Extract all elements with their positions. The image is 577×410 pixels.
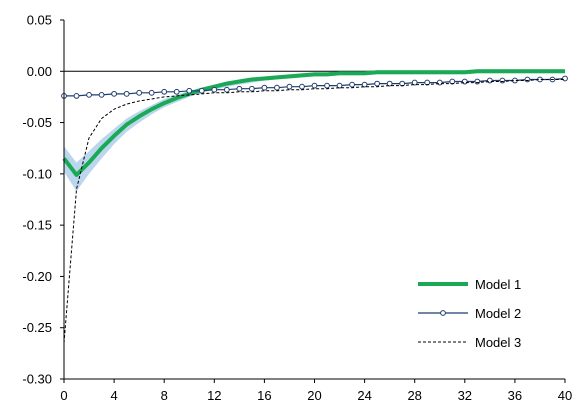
model-2-marker <box>336 82 343 89</box>
legend-label-model-3: Model 3 <box>475 335 521 350</box>
y-tick-label: -0.15 <box>22 218 52 233</box>
legend-label-model-1: Model 1 <box>475 277 521 292</box>
x-tick-label: 12 <box>207 388 221 403</box>
model-2-marker <box>474 78 481 85</box>
model-2-marker <box>136 89 143 96</box>
x-tick-label: 28 <box>407 388 421 403</box>
x-tick-label: 24 <box>357 388 371 403</box>
model-2-marker <box>374 80 381 87</box>
legend: Model 1 Model 2 Model 3 <box>418 277 521 350</box>
x-tick-label: 36 <box>508 388 522 403</box>
x-tick-label: 32 <box>458 388 472 403</box>
model-2-marker <box>386 80 393 87</box>
y-tick-label: -0.10 <box>22 166 52 181</box>
model-2-marker <box>236 85 243 92</box>
x-tick-label: 4 <box>110 388 117 403</box>
series-line-model-3 <box>63 79 565 344</box>
model-2-marker <box>436 79 443 86</box>
y-tick-label: 0.05 <box>27 13 52 28</box>
model-2-marker <box>299 83 305 90</box>
model-2-marker <box>98 91 105 98</box>
legend-label-model-2: Model 2 <box>475 306 521 321</box>
axes: 0.05 0.00 -0.05 -0.10 -0.15 -0.20 -0.25 -0.30 0 4… <box>22 13 572 404</box>
y-tick-label: 0.00 <box>27 64 52 79</box>
y-tick-label: -0.05 <box>22 115 52 130</box>
legend-marker-model-2 <box>440 310 446 316</box>
model-2-marker <box>524 76 531 83</box>
model-2-marker <box>411 79 418 86</box>
model-2-marker <box>361 81 368 88</box>
x-tick-label: 0 <box>60 388 67 403</box>
series-line-model-1 <box>62 69 565 177</box>
model-2-marker <box>311 82 318 89</box>
model-2-marker <box>198 87 205 94</box>
y-tick-label: -0.25 <box>22 320 52 335</box>
y-tick-label: -0.30 <box>22 372 52 387</box>
model-2-marker <box>161 88 168 95</box>
model-2-marker <box>486 77 493 84</box>
model-2-marker <box>111 90 117 97</box>
model-2-marker <box>211 86 218 93</box>
x-tick-label: 20 <box>307 388 321 403</box>
x-tick-label: 16 <box>257 388 271 403</box>
model-2-marker <box>173 88 180 95</box>
model-2-marker <box>499 77 506 84</box>
model-2-marker <box>86 91 92 98</box>
model-2-marker <box>274 84 280 91</box>
model-2-marker <box>123 90 130 97</box>
y-tick-label: -0.20 <box>22 269 52 284</box>
model-2-marker <box>324 82 330 89</box>
model-2-marker <box>261 84 268 91</box>
model-2-marker <box>186 87 193 94</box>
model-2-marker <box>286 83 293 90</box>
model-2-marker <box>223 86 230 93</box>
model-2-marker <box>248 85 255 92</box>
x-tick-label: 8 <box>161 388 168 403</box>
model-2-marker <box>349 81 355 88</box>
model-2-marker <box>73 93 80 99</box>
model-2-marker <box>562 75 568 82</box>
model-2-marker <box>148 89 155 96</box>
x-tick-label: 40 <box>558 388 572 403</box>
series-layer <box>61 69 568 344</box>
